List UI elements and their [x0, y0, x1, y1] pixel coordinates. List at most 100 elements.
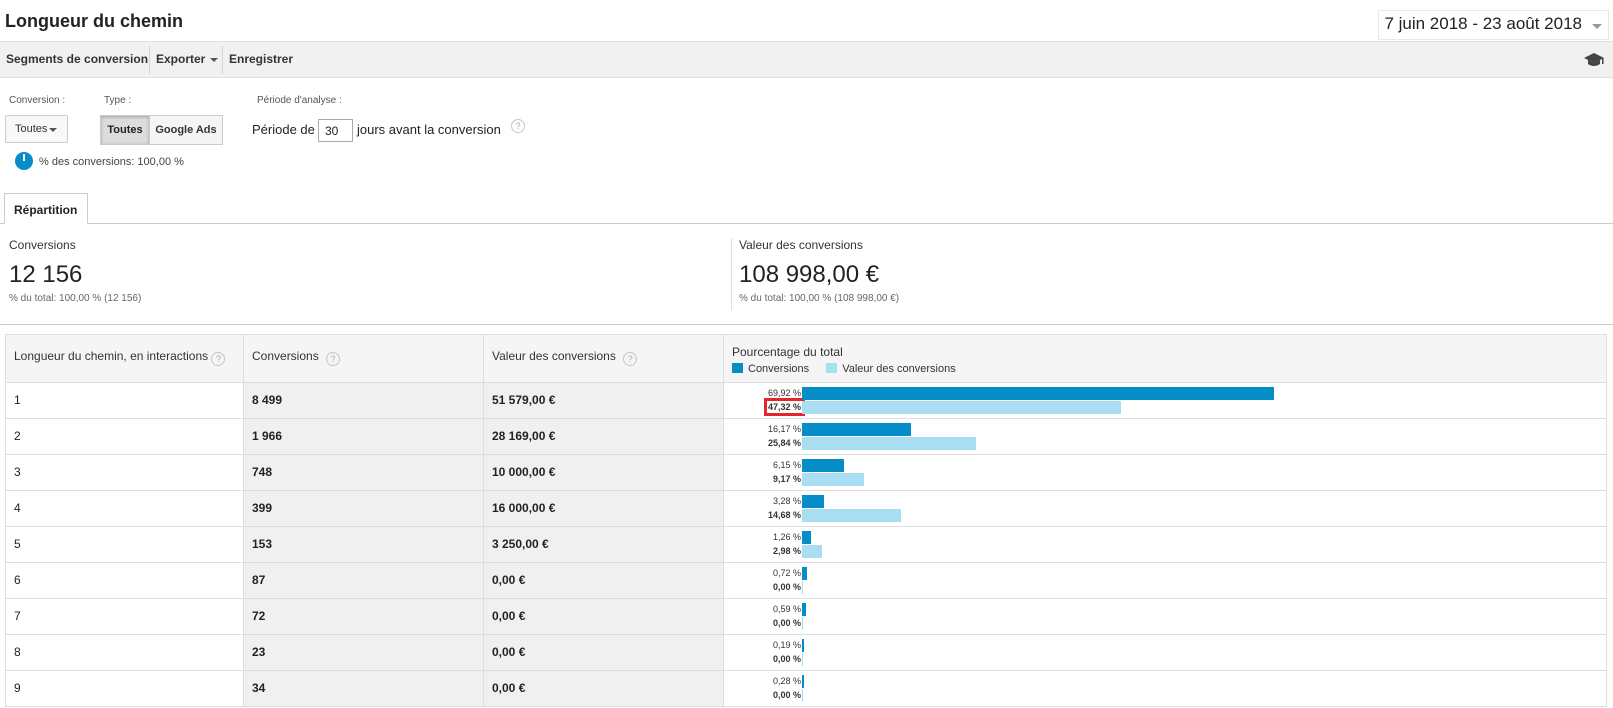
save-button[interactable]: Enregistrer: [229, 52, 294, 66]
metric-value-label: Valeur des conversions: [739, 238, 863, 252]
chevron-down-icon: [1592, 24, 1602, 29]
conversion-value-cell: 28 169,00 €: [483, 418, 724, 455]
help-icon[interactable]: ?: [326, 352, 341, 366]
chart-legend: Conversions Valeur des conversions: [732, 363, 1598, 375]
percentage-cell: 0,59 % 0,00 %: [723, 598, 1607, 635]
conversions-bar: [802, 567, 807, 580]
metric-value-value: 108 998,00 €: [739, 261, 880, 288]
period-suffix: jours avant la conversion: [357, 122, 501, 137]
conversions-cell: 399: [243, 490, 484, 527]
type-filter-label: Type :: [104, 95, 132, 106]
percentage-cell: 0,72 % 0,00 %: [723, 562, 1607, 599]
metric-conversions-total: % du total: 100,00 % (12 156): [9, 293, 142, 304]
page-title: Longueur du chemin: [5, 11, 183, 31]
legend-swatch-conversions: [732, 363, 743, 373]
column-header-label: Pourcentage du total: [732, 345, 843, 359]
value-bar: [802, 581, 803, 594]
path-length-cell: 1: [5, 382, 244, 419]
value-bar: [802, 437, 977, 450]
conversions-bar: [802, 603, 806, 616]
value-share-label: 0,00 %: [772, 582, 801, 592]
conversions-share-label: 1,26 %: [772, 532, 801, 542]
metric-conversions-label: Conversions: [9, 238, 76, 252]
path-length-cell: 8: [5, 634, 244, 671]
segments-button[interactable]: Segments de conversion: [6, 52, 149, 66]
conversions-cell: 23: [243, 634, 484, 671]
path-length-cell: 2: [5, 418, 244, 455]
conversions-bar: [802, 675, 804, 688]
table-row: 7 72 0,00 € 0,59 % 0,00 %: [5, 598, 1607, 635]
value-share-label: 0,00 %: [772, 618, 801, 628]
lookback-days-input[interactable]: 30: [318, 119, 353, 142]
conversions-cell: 87: [243, 562, 484, 599]
column-header-conversion-value[interactable]: Valeur des conversions ?: [483, 334, 724, 383]
chevron-down-icon: [210, 57, 219, 62]
period-prefix: Période de: [252, 122, 315, 137]
toolbar-divider: [149, 46, 150, 74]
legend-swatch-value: [826, 363, 838, 373]
export-label: Exporter: [156, 52, 206, 66]
conversion-value-cell: 51 579,00 €: [483, 382, 724, 419]
percentage-cell: 69,92 % 47,32 %: [723, 382, 1607, 419]
path-length-cell: 3: [5, 454, 244, 491]
percentage-cell: 16,17 % 25,84 %: [723, 418, 1607, 455]
value-bar: [802, 401, 1122, 414]
column-header-percentage: Pourcentage du total Conversions Valeur …: [723, 334, 1607, 383]
conversions-cell: 8 499: [243, 382, 484, 419]
conversion-value-cell: 0,00 €: [483, 670, 724, 707]
section-divider: [0, 324, 1613, 325]
conversions-share-label: 3,28 %: [772, 496, 801, 506]
conversions-share-label: 16,17 %: [767, 424, 801, 434]
value-share-label: 0,00 %: [772, 690, 801, 700]
table-row: 8 23 0,00 € 0,19 % 0,00 %: [5, 634, 1607, 671]
conversion-value-cell: 0,00 €: [483, 634, 724, 671]
percentage-cell: 0,28 % 0,00 %: [723, 670, 1607, 707]
pie-chart-icon: [15, 152, 33, 170]
value-bar: [802, 509, 902, 522]
path-length-table: Longueur du chemin, en interactions ? Co…: [5, 334, 1607, 707]
conversion-dropdown[interactable]: Toutes: [5, 115, 68, 143]
help-icon[interactable]: ?: [623, 352, 638, 366]
conversions-cell: 72: [243, 598, 484, 635]
export-button[interactable]: Exporter: [156, 52, 219, 66]
value-bar: [802, 617, 803, 630]
date-range-label: 7 juin 2018 - 23 août 2018: [1384, 14, 1582, 33]
value-share-label: 25,84 %: [767, 438, 801, 448]
path-length-cell: 4: [5, 490, 244, 527]
date-range-picker[interactable]: 7 juin 2018 - 23 août 2018: [1378, 10, 1609, 40]
column-header-label: Conversions: [252, 349, 319, 363]
table-row: 3 748 10 000,00 € 6,15 % 9,17 %: [5, 454, 1607, 491]
conversions-share-label: 6,15 %: [772, 460, 801, 470]
column-header-label: Valeur des conversions: [492, 349, 616, 363]
path-length-cell: 7: [5, 598, 244, 635]
table-row: 4 399 16 000,00 € 3,28 % 14,68 %: [5, 490, 1607, 527]
column-header-path-length[interactable]: Longueur du chemin, en interactions ?: [5, 334, 244, 383]
conversion-dropdown-value: Toutes: [15, 123, 48, 135]
tab-repartition[interactable]: Répartition: [4, 193, 88, 224]
path-length-cell: 9: [5, 670, 244, 707]
column-header-conversions[interactable]: Conversions ?: [243, 334, 484, 383]
conversions-share-label: 0,59 %: [772, 604, 801, 614]
table-row: 9 34 0,00 € 0,28 % 0,00 %: [5, 670, 1607, 707]
toolbar: Segments de conversion Exporter Enregist…: [0, 42, 1613, 78]
conversion-filter-label: Conversion :: [9, 95, 66, 106]
tab-divider: [0, 223, 1613, 224]
type-option-all[interactable]: Toutes: [100, 115, 150, 145]
legend-label-value: Valeur des conversions: [842, 363, 956, 375]
percentage-cell: 0,19 % 0,00 %: [723, 634, 1607, 671]
conversions-cell: 748: [243, 454, 484, 491]
value-bar: [802, 689, 803, 702]
percentage-cell: 1,26 % 2,98 %: [723, 526, 1607, 563]
conversions-share-label: 0,28 %: [772, 676, 801, 686]
help-icon[interactable]: ?: [211, 352, 226, 366]
type-option-google-ads[interactable]: Google Ads: [150, 115, 223, 145]
help-icon[interactable]: ?: [511, 119, 525, 133]
table-row: 5 153 3 250,00 € 1,26 % 2,98 %: [5, 526, 1607, 563]
value-bar: [802, 473, 864, 486]
percentage-cell: 6,15 % 9,17 %: [723, 454, 1607, 491]
metric-conversions-value: 12 156: [9, 261, 83, 288]
value-bar: [802, 653, 803, 666]
conversion-value-cell: 16 000,00 €: [483, 490, 724, 527]
graduation-cap-icon[interactable]: [1583, 52, 1605, 68]
